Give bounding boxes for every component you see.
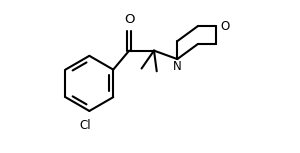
- Text: Cl: Cl: [80, 119, 91, 132]
- Text: N: N: [173, 60, 182, 73]
- Text: O: O: [124, 13, 134, 26]
- Text: O: O: [221, 20, 230, 32]
